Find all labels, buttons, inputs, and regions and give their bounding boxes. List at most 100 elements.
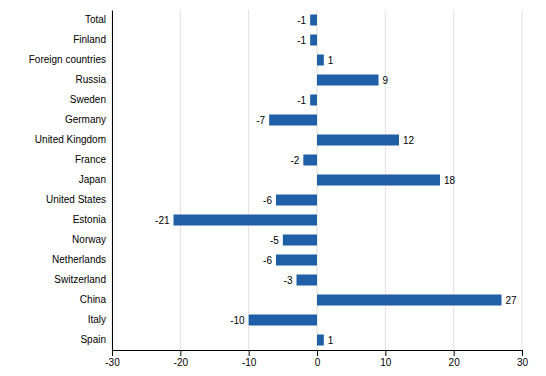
grid-line bbox=[180, 10, 181, 350]
data-label: -6 bbox=[263, 255, 272, 266]
data-label: 1 bbox=[328, 55, 334, 66]
x-tick: 20 bbox=[449, 350, 461, 368]
x-tick-mark bbox=[112, 350, 113, 356]
x-tick-label: -30 bbox=[105, 357, 120, 368]
bar bbox=[249, 315, 317, 326]
bar bbox=[317, 175, 440, 186]
y-tick: Germany bbox=[65, 114, 112, 125]
data-label: 9 bbox=[383, 75, 389, 86]
bar bbox=[310, 15, 317, 26]
y-tick-label: United States bbox=[46, 194, 106, 205]
y-tick: Finland bbox=[73, 34, 112, 45]
y-tick-label: Spain bbox=[80, 334, 106, 345]
data-label: -2 bbox=[290, 155, 299, 166]
bar bbox=[283, 235, 317, 246]
x-tick-label: 30 bbox=[517, 357, 529, 368]
y-tick: Japan bbox=[79, 174, 112, 185]
x-tick-label: 10 bbox=[380, 357, 392, 368]
bar bbox=[310, 95, 317, 106]
x-tick-mark bbox=[180, 350, 181, 356]
data-labels: 1-1027-3-6-5-21-618-212-7-191-1-1 bbox=[155, 15, 517, 346]
x-tick: 0 bbox=[315, 350, 321, 368]
bar bbox=[269, 115, 317, 126]
x-axis: -30 -20 -10 0 10 20 30 bbox=[105, 350, 528, 368]
y-tick-label: Japan bbox=[79, 174, 106, 185]
data-label: -6 bbox=[263, 195, 272, 206]
y-tick-label: France bbox=[75, 154, 107, 165]
chart: -30 -20 -10 0 10 20 30 Spain Italy China Switzerla… bbox=[0, 0, 546, 376]
x-tick-mark bbox=[454, 350, 455, 356]
bar bbox=[317, 295, 502, 306]
x-tick-mark bbox=[385, 350, 386, 356]
x-tick: -10 bbox=[242, 350, 257, 368]
x-tick-mark bbox=[317, 350, 318, 356]
bar bbox=[303, 155, 317, 166]
data-label: -1 bbox=[297, 15, 306, 26]
y-tick: Foreign countries bbox=[29, 54, 112, 65]
y-axis-line bbox=[112, 11, 113, 351]
y-tick-label: Switzerland bbox=[54, 274, 106, 285]
y-tick-label: Germany bbox=[65, 114, 106, 125]
bar bbox=[276, 255, 317, 266]
bar bbox=[297, 275, 318, 286]
bar bbox=[317, 75, 379, 86]
x-axis-line bbox=[113, 351, 523, 357]
data-label: 18 bbox=[444, 175, 456, 186]
y-tick-label: Russia bbox=[75, 74, 106, 85]
bar bbox=[276, 195, 317, 206]
y-tick: Estonia bbox=[73, 214, 112, 225]
y-tick: Spain bbox=[80, 334, 112, 345]
y-tick-label: China bbox=[80, 294, 107, 305]
y-tick: United States bbox=[46, 194, 112, 205]
y-tick: United Kingdom bbox=[35, 134, 112, 145]
grid-line bbox=[522, 10, 523, 350]
data-label: -10 bbox=[230, 315, 245, 326]
plot: -30 -20 -10 0 10 20 30 Spain Italy China Switzerla… bbox=[29, 10, 529, 368]
bar bbox=[317, 55, 324, 66]
y-tick-label: Norway bbox=[72, 234, 106, 245]
grid-line bbox=[112, 10, 113, 350]
data-label: -5 bbox=[270, 235, 279, 246]
bar bbox=[317, 335, 324, 346]
y-tick-label: Finland bbox=[73, 34, 106, 45]
x-tick: -30 bbox=[105, 350, 120, 368]
bar bbox=[310, 35, 317, 46]
y-tick: Netherlands bbox=[52, 254, 112, 265]
y-tick: France bbox=[75, 154, 112, 165]
y-tick-label: Estonia bbox=[73, 214, 107, 225]
y-tick-label: Italy bbox=[88, 314, 106, 325]
y-tick: Italy bbox=[88, 314, 112, 325]
grid-line bbox=[248, 10, 249, 350]
x-tick-label: 0 bbox=[315, 357, 321, 368]
x-tick: 30 bbox=[517, 350, 529, 368]
data-label: -21 bbox=[155, 215, 170, 226]
y-tick: Sweden bbox=[70, 94, 112, 105]
y-tick-label: United Kingdom bbox=[35, 134, 106, 145]
bar bbox=[174, 215, 318, 226]
grid bbox=[112, 10, 522, 350]
y-tick: China bbox=[80, 294, 112, 305]
y-tick: Total bbox=[85, 14, 112, 25]
bars bbox=[174, 15, 502, 346]
x-tick-mark bbox=[249, 350, 250, 356]
data-label: -1 bbox=[297, 35, 306, 46]
x-tick: 10 bbox=[380, 350, 392, 368]
bar bbox=[317, 135, 399, 146]
y-tick-label: Netherlands bbox=[52, 254, 106, 265]
y-tick-label: Sweden bbox=[70, 94, 106, 105]
data-label: -7 bbox=[256, 115, 265, 126]
y-tick: Norway bbox=[72, 234, 112, 245]
y-tick: Switzerland bbox=[54, 274, 112, 285]
data-label: 12 bbox=[403, 135, 415, 146]
data-label: 27 bbox=[506, 295, 518, 306]
x-tick-mark bbox=[522, 350, 523, 356]
x-tick-label: 20 bbox=[449, 357, 461, 368]
x-tick: -20 bbox=[174, 350, 189, 368]
x-tick-label: -20 bbox=[174, 357, 189, 368]
x-tick-label: -10 bbox=[242, 357, 257, 368]
y-tick-label: Total bbox=[85, 14, 106, 25]
data-label: -3 bbox=[284, 275, 293, 286]
y-axis: Spain Italy China Switzerland Netherlands Nor… bbox=[29, 11, 113, 351]
data-label: 1 bbox=[328, 335, 334, 346]
y-tick-label: Foreign countries bbox=[29, 54, 106, 65]
